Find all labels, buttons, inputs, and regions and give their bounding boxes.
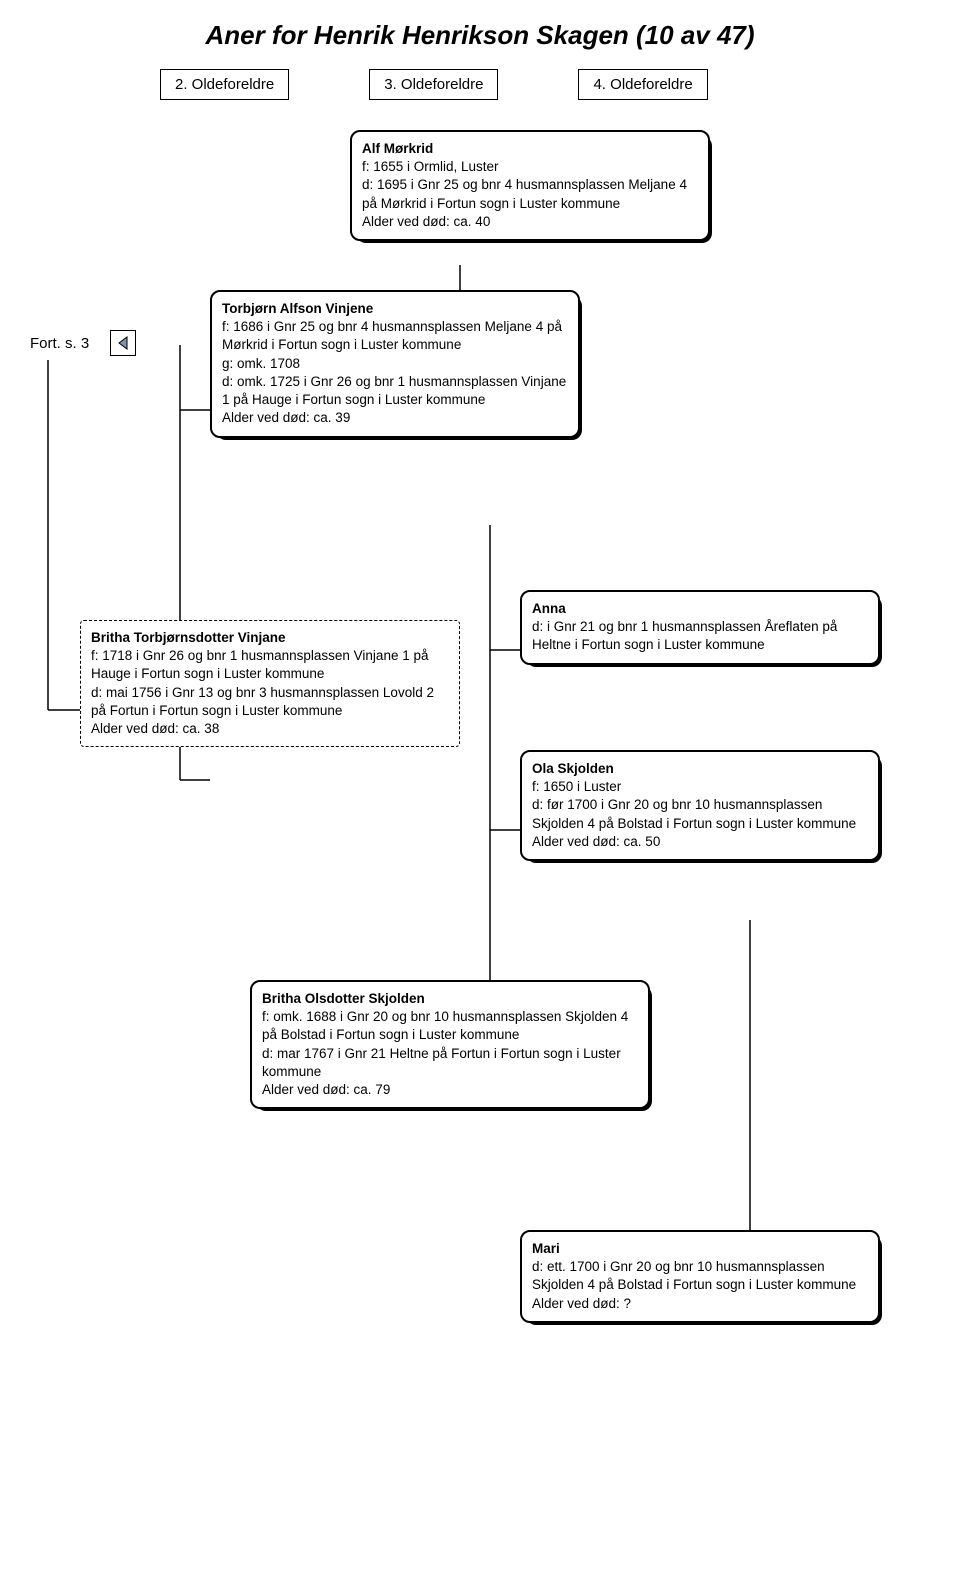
- person-britha-vinjane: Britha Torbjørnsdotter Vinjane f: 1718 i…: [80, 620, 460, 747]
- prev-page-arrow[interactable]: [110, 330, 136, 356]
- person-death: d: omk. 1725 i Gnr 26 og bnr 1 husmannsp…: [222, 373, 568, 409]
- person-marriage: g: omk. 1708: [222, 355, 568, 373]
- person-torbjorn-vinjene: Torbjørn Alfson Vinjene f: 1686 i Gnr 25…: [210, 290, 580, 438]
- person-age: Alder ved død: ca. 50: [532, 833, 868, 851]
- person-age: Alder ved død: ca. 79: [262, 1081, 638, 1099]
- person-birth: f: 1718 i Gnr 26 og bnr 1 husmannsplasse…: [91, 647, 449, 683]
- person-death: d: før 1700 i Gnr 20 og bnr 10 husmannsp…: [532, 796, 868, 832]
- generation-headers: 2. Oldeforeldre 3. Oldeforeldre 4. Oldef…: [160, 69, 930, 100]
- person-ola-skjolden: Ola Skjolden f: 1650 i Luster d: før 170…: [520, 750, 880, 861]
- person-birth: f: 1686 i Gnr 25 og bnr 4 husmannsplasse…: [222, 318, 568, 354]
- person-alf-morkrid: Alf Mørkrid f: 1655 i Ormlid, Luster d: …: [350, 130, 710, 241]
- tree-canvas: Fort. s. 3 Alf Mørkrid f: 1655 i Ormlid,…: [30, 130, 930, 1510]
- person-name: Anna: [532, 600, 868, 618]
- person-age: Alder ved død: ca. 39: [222, 409, 568, 427]
- person-name: Torbjørn Alfson Vinjene: [222, 300, 568, 318]
- person-death: d: ett. 1700 i Gnr 20 og bnr 10 husmanns…: [532, 1258, 868, 1294]
- gen-4-label: 4. Oldeforeldre: [578, 69, 707, 100]
- person-age: Alder ved død: ?: [532, 1295, 868, 1313]
- person-death: d: 1695 i Gnr 25 og bnr 4 husmannsplasse…: [362, 176, 698, 212]
- gen-2-label: 2. Oldeforeldre: [160, 69, 289, 100]
- person-britha-skjolden: Britha Olsdotter Skjolden f: omk. 1688 i…: [250, 980, 650, 1109]
- person-name: Ola Skjolden: [532, 760, 868, 778]
- person-death: d: mai 1756 i Gnr 13 og bnr 3 husmannspl…: [91, 684, 449, 720]
- person-death: d: mar 1767 i Gnr 21 Heltne på Fortun i …: [262, 1045, 638, 1081]
- person-birth: f: 1650 i Luster: [532, 778, 868, 796]
- person-mari: Mari d: ett. 1700 i Gnr 20 og bnr 10 hus…: [520, 1230, 880, 1323]
- person-name: Alf Mørkrid: [362, 140, 698, 158]
- person-death: d: i Gnr 21 og bnr 1 husmannsplassen Åre…: [532, 618, 868, 654]
- page-title: Aner for Henrik Henrikson Skagen (10 av …: [30, 20, 930, 51]
- person-anna: Anna d: i Gnr 21 og bnr 1 husmannsplasse…: [520, 590, 880, 665]
- person-birth: f: omk. 1688 i Gnr 20 og bnr 10 husmanns…: [262, 1008, 638, 1044]
- person-age: Alder ved død: ca. 40: [362, 213, 698, 231]
- chevron-left-icon: [116, 336, 130, 350]
- person-name: Britha Torbjørnsdotter Vinjane: [91, 629, 449, 647]
- gen-3-label: 3. Oldeforeldre: [369, 69, 498, 100]
- person-name: Mari: [532, 1240, 868, 1258]
- continuation-label: Fort. s. 3: [30, 335, 89, 352]
- person-age: Alder ved død: ca. 38: [91, 720, 449, 738]
- person-birth: f: 1655 i Ormlid, Luster: [362, 158, 698, 176]
- person-name: Britha Olsdotter Skjolden: [262, 990, 638, 1008]
